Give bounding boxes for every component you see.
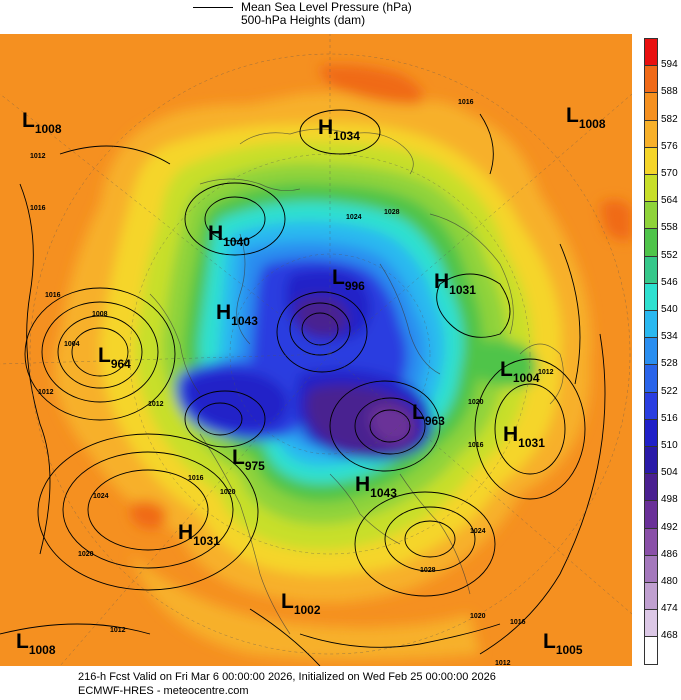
high-pressure-label: H1040 [208,222,250,249]
isobar-value-label: 1012 [30,153,46,160]
low-pressure-label: L963 [412,401,445,428]
colorbar-swatch [644,609,658,638]
high-pressure-label: H1031 [178,521,220,548]
mslp-legend-label: Mean Sea Level Pressure (hPa) [241,0,412,14]
colorbar-label: 468 [661,630,678,642]
isobar-value-label: 1012 [148,401,164,408]
isobar-value-label: 1024 [346,214,362,221]
colorbar-swatch [644,337,658,366]
colorbar-label: 528 [661,358,678,370]
isobar-value-label: 1016 [30,205,46,212]
high-pressure-label: H1043 [216,301,258,328]
colorbar-swatch [644,92,658,121]
height-field [0,34,632,666]
colorbar-swatch [644,282,658,311]
lat-lon-grid [0,34,632,666]
high-pressure-label: H1031 [503,423,545,450]
low-pressure-label: L975 [232,446,265,473]
isobar-value-label: 1028 [420,567,436,574]
high-pressure-label: H1043 [355,473,397,500]
mslp-legend-line [193,7,233,8]
colorbar-label: 558 [661,222,678,234]
isobar-value-label: 1024 [93,493,109,500]
weather-map: 1016 1012 1016 1024 1028 1016 1008 1004 1012 1012… [0,34,632,666]
heights-legend-label: 500-hPa Heights (dam) [241,13,366,27]
low-pressure-label: L964 [98,344,131,371]
colorbar-swatch [644,228,658,257]
colorbar-label: 486 [661,548,678,560]
isobar-value-label: 1012 [538,369,554,376]
isobars [0,109,606,666]
isobar-value-label: 1012 [495,660,511,666]
pressure-centers: L1008 H1034 L1008 H1040 L996 H1031 H1043 L964 L1… [16,104,606,657]
low-pressure-label: L1005 [543,630,583,657]
colorbar-swatch [644,446,658,475]
colorbar-label: 540 [661,304,678,315]
high-pressure-label: H1031 [434,270,476,297]
colorbar-label: 564 [661,195,678,207]
isobar-value-label: 1028 [384,209,400,216]
colorbar-label: 594 [661,59,678,71]
colorbar-swatch [644,310,658,339]
colorbar-swatch [644,201,658,230]
colorbar-label: 582 [661,113,678,125]
colorbar-swatch [644,146,658,175]
isobar-value-label: 1016 [458,99,474,106]
low-pressure-label: L1008 [22,109,62,136]
colorbar-label: 510 [661,440,678,451]
isobar-labels: 1016 1012 1016 1024 1028 1016 1008 1004 1012 1012… [30,99,554,666]
forecast-valid-caption: 216-h Fcst Valid on Fri Mar 6 00:00:00 2… [78,671,496,683]
chart-header: Mean Sea Level Pressure (hPa) 500-hPa He… [0,0,681,34]
colorbar-label: 570 [661,168,678,179]
low-pressure-label: L1004 [500,358,540,385]
colorbar-swatch [644,255,658,284]
colorbar-label: 546 [661,276,678,288]
low-pressure-label: L996 [332,266,365,293]
isobar-value-label: 1016 [45,292,61,299]
isobar-value-label: 1004 [64,341,80,348]
model-source-caption: ECMWF-HRES - meteocentre.com [78,685,249,697]
colorbar-swatch [644,391,658,420]
isobar-value-label: 1024 [470,528,486,535]
isobar-value-label: 1016 [510,619,526,626]
colorbar-swatch [644,65,658,94]
isobar-value-label: 1020 [220,489,236,496]
isobar-value-label: 1016 [468,442,484,449]
isobar-value-label: 1008 [92,311,108,318]
colorbar-label: 576 [661,140,678,152]
low-pressure-label: L1008 [16,630,56,657]
isobar-value-label: 1012 [38,389,54,396]
colorbar-label: 492 [661,521,678,533]
colorbar-label: 522 [661,385,678,397]
low-pressure-label: L1002 [281,590,321,617]
colorbar-label: 504 [661,467,678,479]
isobar-value-label: 1020 [468,399,484,406]
colorbar-swatch [644,500,658,529]
colorbar-swatch [644,554,658,583]
colorbar-swatch [644,418,658,447]
colorbar-swatch [644,473,658,502]
isobar-value-label: 1012 [110,627,126,634]
low-pressure-label: L1008 [566,104,606,131]
height-colorbar: 594 588 582 576 570 564 558 552 546 540 534 528 522 5… [644,38,681,665]
colorbar-label: 534 [661,331,678,343]
isobar-value-label: 1016 [188,475,204,482]
coastlines [149,128,564,635]
isobar-value-label: 1020 [78,551,94,558]
high-pressure-label: H1034 [318,116,360,143]
colorbar-swatch [644,174,658,203]
colorbar-label: 474 [661,603,678,615]
colorbar-label: 480 [661,576,678,587]
colorbar-swatch [644,38,658,67]
colorbar-label: 552 [661,249,678,261]
colorbar-swatch [644,582,658,611]
colorbar-swatch [644,119,658,148]
isobar-value-label: 1020 [470,613,486,620]
colorbar-label: 588 [661,86,678,98]
colorbar-swatch [644,527,658,556]
colorbar-swatch [644,636,658,665]
colorbar-swatch [644,364,658,393]
colorbar-label: 516 [661,412,678,424]
colorbar-label: 498 [661,494,678,506]
